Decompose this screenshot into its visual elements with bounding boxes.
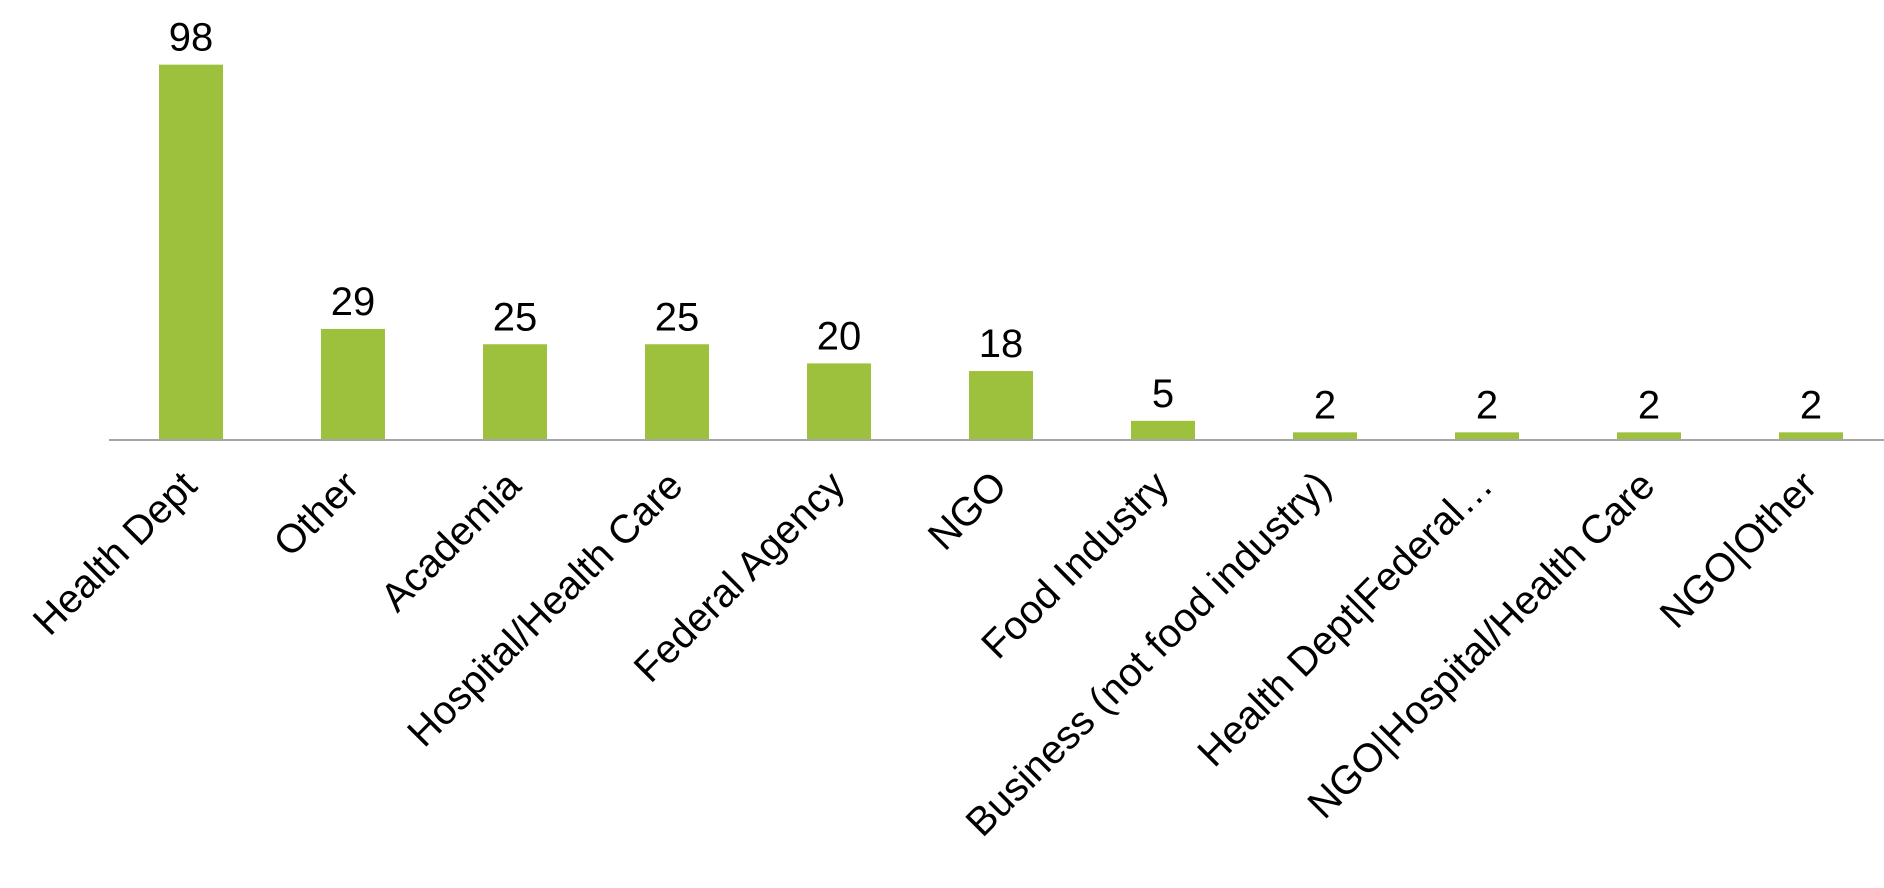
- bar: [645, 344, 709, 440]
- bar: [969, 371, 1033, 440]
- bar: [483, 344, 547, 440]
- data-label: 2: [1476, 383, 1498, 427]
- data-label: 25: [493, 295, 538, 339]
- bar: [1617, 432, 1681, 440]
- bar: [807, 363, 871, 440]
- data-label: 98: [169, 16, 214, 60]
- data-label: 29: [331, 280, 376, 324]
- data-label: 18: [979, 322, 1024, 366]
- data-label: 2: [1314, 383, 1336, 427]
- bar: [159, 64, 223, 440]
- bar: [1293, 432, 1357, 440]
- data-label: 2: [1638, 383, 1660, 427]
- x-tick-label: Hospital/Health Care: [399, 463, 691, 755]
- data-labels-layer: 98 29 25 25 20 18 5 2 2 2 2: [169, 16, 1822, 428]
- bar: [321, 328, 385, 440]
- data-label: 25: [655, 295, 700, 339]
- x-tick-label: Health Dept|Federal…: [1189, 463, 1501, 775]
- bars-layer: [159, 64, 1843, 440]
- x-tick-label: Other: [266, 463, 368, 565]
- bar: [1455, 432, 1519, 440]
- x-tick-label: Health Dept: [25, 463, 205, 643]
- data-label: 5: [1152, 372, 1174, 416]
- x-tick-label: Academia: [372, 463, 529, 620]
- x-tick-label: NGO: [920, 463, 1016, 559]
- x-tick-label: NGO|Hospital/Health Care: [1300, 463, 1664, 827]
- x-tick-label: NGO|Other: [1652, 463, 1826, 637]
- x-axis-tick-labels: Health Dept Other AcademiaHospital/Health …: [25, 463, 1825, 845]
- data-label: 2: [1800, 383, 1822, 427]
- bar: [1779, 432, 1843, 440]
- bar: [1131, 420, 1195, 440]
- data-label: 20: [817, 314, 862, 358]
